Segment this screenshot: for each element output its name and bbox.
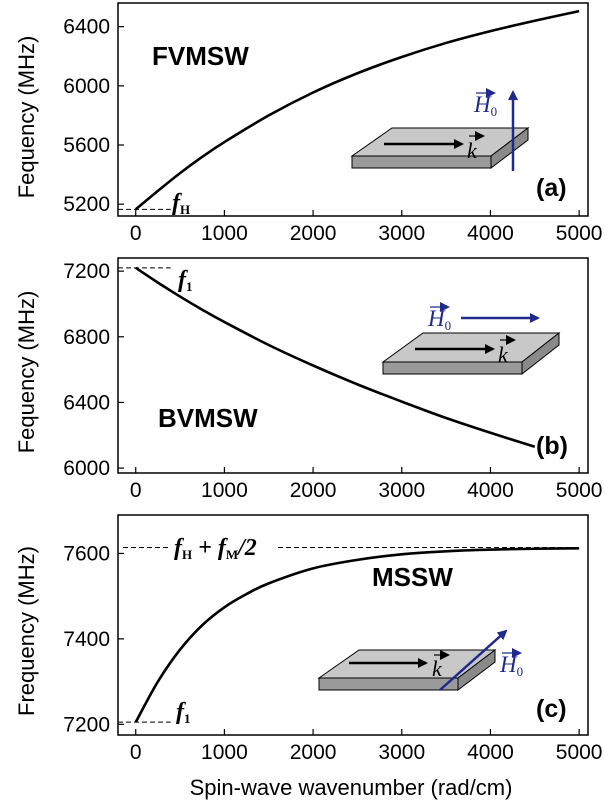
panel-b-xtick-label: 2000 (290, 479, 337, 502)
panel-c-frame (117, 514, 589, 736)
panel-b-slab-side (521, 331, 560, 376)
panel-b-inset: k H0 (381, 302, 561, 376)
panel-c-top-ref-label: fH + fM/2 (174, 535, 257, 562)
panel-c-field-label: H0 (499, 652, 523, 679)
panel-a-slab-side (490, 126, 529, 170)
panel-c-xtick-label: 5000 (556, 741, 603, 764)
panel-c-ytick-label: 7600 (63, 542, 110, 565)
panel-a-xtick-label: 1000 (201, 222, 248, 245)
panel-c-ref-label: f1 (176, 699, 191, 726)
panel-a-ytick-label: 6400 (63, 16, 110, 39)
panel-c-plot: 0 1000 2000 3000 4000 5000 7200 7400 7600 (63, 514, 603, 764)
panel-c-k-label: k (432, 656, 443, 681)
panel-c-ytick-label: 7200 (63, 713, 110, 736)
panel-a-xtick-label: 4000 (467, 222, 514, 245)
panel-c-xtick-label: 0 (130, 741, 142, 764)
panel-a-k-label: k (467, 138, 478, 163)
panel-c-xtick-label: 2000 (290, 741, 337, 764)
panel-a-plot: 0 1000 2000 3000 4000 5000 5200 5600 6000 6400 (63, 2, 603, 245)
panel-c-letter: (c) (536, 695, 567, 723)
panel-a-ref-label: fH (172, 190, 190, 217)
panel-b-frame (117, 257, 589, 474)
panel-b-dispersion-curve (135, 266, 536, 448)
panel-b-ytick-label: 6800 (63, 326, 110, 349)
panel-a-ytick-label: 6000 (63, 75, 110, 98)
panel-b-xtick-label: 0 (130, 479, 142, 502)
panel-a-ytick-label: 5600 (63, 134, 110, 157)
panel-c: 0 1000 2000 3000 4000 5000 7200 7400 7600 MSSW (… (14, 514, 603, 764)
panel-a-inset: k H0 (350, 88, 530, 171)
panel-b-xtick-label: 4000 (467, 479, 514, 502)
panel-b-xtick-label: 5000 (556, 479, 603, 502)
panel-b-field-label: H0 (427, 306, 451, 333)
panel-c-inset: k H0 (317, 629, 523, 692)
panel-c-title: MSSW (372, 562, 453, 592)
panel-c-ytick-label: 7400 (63, 628, 110, 651)
panel-a-ylabel: Fequency (MHz) (14, 36, 39, 199)
panel-b: 0 1000 2000 3000 4000 5000 6000 6400 6800 7200 BV… (14, 257, 603, 502)
panel-a-xtick-label: 3000 (378, 222, 425, 245)
panel-a-xtick-label: 0 (130, 222, 142, 245)
panel-c-field-arrow (439, 629, 508, 691)
panel-b-k-label: k (498, 342, 509, 367)
panel-c-xtick-label: 1000 (201, 741, 248, 764)
panel-b-plot: 0 1000 2000 3000 4000 5000 6000 6400 6800 7200 (63, 257, 603, 502)
panel-a: 0 1000 2000 3000 4000 5000 5200 5600 6000 6400 FV… (14, 2, 603, 245)
panel-b-title: BVMSW (158, 403, 258, 433)
panel-b-letter: (b) (536, 432, 568, 460)
panel-b-ytick-label: 7200 (63, 260, 110, 283)
panel-b-ytick-label: 6000 (63, 457, 110, 480)
panel-c-xtick-label: 3000 (378, 741, 425, 764)
panel-a-ytick-label: 5200 (63, 193, 110, 216)
panel-a-xtick-label: 5000 (556, 222, 603, 245)
panel-a-xtick-label: 2000 (290, 222, 337, 245)
panel-a-field-label: H0 (473, 92, 497, 119)
panel-a-dispersion-curve (134, 9, 580, 211)
panel-c-ylabel: Frequency (MHz) (14, 546, 39, 716)
panel-b-ytick-label: 6400 (63, 391, 110, 414)
x-axis-label: Spin-wave wavenumber (rad/cm) (190, 775, 513, 800)
panel-b-ylabel: Fequency (MHz) (14, 291, 39, 454)
panel-c-dispersion-curve (134, 547, 580, 723)
panel-a-frame (117, 2, 589, 217)
panel-a-letter: (a) (536, 174, 567, 202)
panel-b-ref-label: f1 (178, 267, 193, 294)
panel-b-xtick-label: 3000 (378, 479, 425, 502)
panel-b-xtick-label: 1000 (201, 479, 248, 502)
panel-a-title: FVMSW (152, 41, 249, 71)
panel-c-xtick-label: 4000 (467, 741, 514, 764)
panel-c-slab-side (457, 648, 496, 692)
